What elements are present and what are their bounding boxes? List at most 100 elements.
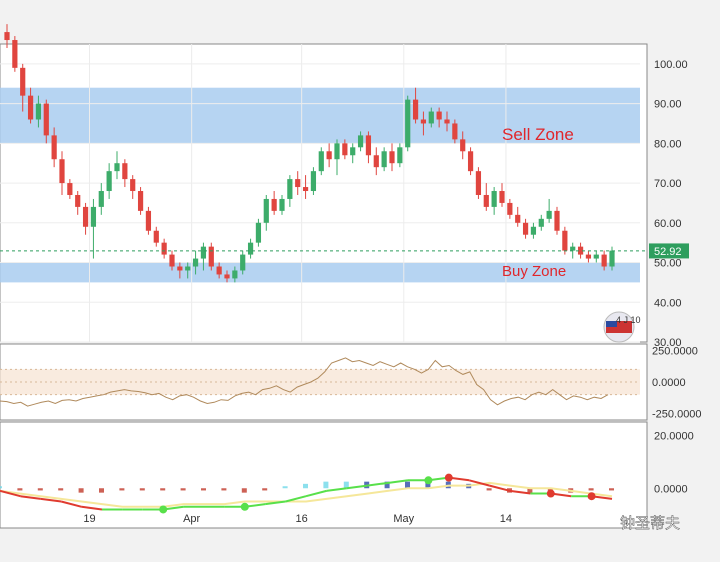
candle-body[interactable] [4,32,10,41]
candle-body[interactable] [216,266,222,275]
candle-body[interactable] [51,135,57,160]
candle-body[interactable] [35,103,42,120]
zone-band-0 [0,87,640,144]
crossover-dot [240,502,249,511]
candle-body[interactable] [75,194,81,207]
histogram-bar [486,488,492,491]
histogram-bar [527,488,533,493]
candle-body[interactable] [601,254,607,267]
candle-body[interactable] [59,159,65,184]
candle-body[interactable] [444,119,450,124]
candle-body[interactable] [255,222,262,243]
crossover-dot [424,476,433,485]
candle-body[interactable] [515,214,521,223]
candle-body[interactable] [185,266,191,271]
histogram-bar [221,488,227,491]
histogram-bar [0,486,2,489]
candle-body[interactable] [342,143,348,156]
candle-body[interactable] [412,99,419,120]
candle-body[interactable] [302,187,309,192]
candle-body[interactable] [177,266,183,271]
oscillator-1-y-tick: 0.0000 [652,377,686,389]
candle-body[interactable] [389,151,395,164]
histogram-bar [405,481,410,489]
candle-body[interactable] [287,179,293,199]
candle-body[interactable] [200,246,207,259]
candle-body[interactable] [43,103,49,136]
x-tick: Apr [183,513,200,525]
candle-body[interactable] [593,254,599,259]
candle-body[interactable] [326,151,332,160]
candle-body[interactable] [467,151,474,172]
candle-body[interactable] [318,151,324,172]
candle-body[interactable] [271,198,277,211]
candle-body[interactable] [114,163,120,172]
candle-body[interactable] [365,135,372,156]
candle-body[interactable] [334,143,340,160]
candle-body[interactable] [507,202,513,215]
candle-body[interactable] [145,210,152,231]
candle-body[interactable] [12,40,18,68]
oscillator-line-segment [0,489,21,498]
candle-body[interactable] [224,274,230,279]
candle-body[interactable] [137,191,144,211]
candle-body[interactable] [577,246,584,255]
candle-body[interactable] [452,123,458,140]
oscillator-line-segment [60,500,82,508]
candle-body[interactable] [570,246,576,251]
candle-body[interactable] [232,270,238,279]
candle-body[interactable] [381,151,387,168]
candle-body[interactable] [554,210,560,231]
candle-body[interactable] [530,226,537,235]
candle-body[interactable] [546,210,552,219]
candle-body[interactable] [460,139,466,152]
candle-body[interactable] [609,250,615,267]
candle-body[interactable] [428,111,434,124]
candle-body[interactable] [263,198,269,223]
candle-body[interactable] [82,206,89,227]
candle-body[interactable] [169,254,175,267]
candle-body[interactable] [522,222,529,235]
candle-body[interactable] [436,111,442,120]
candle-body[interactable] [67,183,73,195]
candle-body[interactable] [279,198,285,211]
candle-body[interactable] [350,147,356,156]
zone-band-1 [0,262,640,283]
candle-body[interactable] [357,135,364,148]
histogram-bar [78,488,84,493]
candle-body[interactable] [295,179,301,188]
price-y-tick: 70.00 [654,178,682,190]
candle-body[interactable] [585,254,592,259]
candle-body[interactable] [420,119,427,124]
candle-body[interactable] [499,191,505,203]
candle-body[interactable] [247,242,254,255]
candle-body[interactable] [20,67,26,96]
candle-body[interactable] [27,95,34,120]
candle-body[interactable] [106,171,112,192]
candle-body[interactable] [475,171,482,195]
last-price-label: 52.92 [654,246,682,258]
oscillator-line-segment [468,479,490,487]
candle-body[interactable] [562,230,568,251]
candle-body[interactable] [483,194,489,207]
candle-body[interactable] [161,242,167,255]
candle-body[interactable] [122,163,128,180]
candle-body[interactable] [208,246,214,267]
candle-body[interactable] [153,230,159,243]
price-candles[interactable] [4,24,615,283]
candle-body[interactable] [98,191,104,207]
candle-body[interactable] [90,206,97,227]
candle-body[interactable] [310,171,317,192]
histogram-bar [99,488,104,493]
candle-body[interactable] [240,254,246,271]
candle-body[interactable] [491,191,497,207]
candle-body[interactable] [192,258,199,267]
crossover-dot [159,505,168,514]
candle-body[interactable] [130,179,136,192]
candle-body[interactable] [373,155,379,168]
candle-body[interactable] [397,147,403,164]
sell-zone-label: Sell Zone [502,125,574,144]
candle-body[interactable] [405,99,411,148]
histogram-bar [241,488,247,493]
candle-body[interactable] [538,218,544,227]
